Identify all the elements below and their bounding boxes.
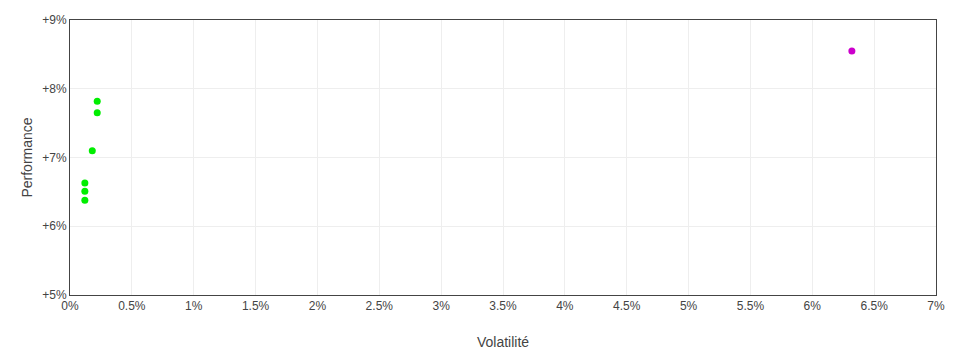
svg-text:Performance: Performance	[19, 117, 35, 197]
svg-text:4%: 4%	[556, 299, 574, 313]
svg-text:0.5%: 0.5%	[118, 299, 146, 313]
svg-text:+5%: +5%	[42, 288, 67, 302]
svg-text:Volatilité: Volatilité	[477, 334, 529, 350]
svg-text:0%: 0%	[61, 299, 79, 313]
svg-text:6.5%: 6.5%	[860, 299, 888, 313]
svg-text:1%: 1%	[185, 299, 203, 313]
svg-text:3%: 3%	[432, 299, 450, 313]
svg-text:3.5%: 3.5%	[489, 299, 517, 313]
svg-text:+6%: +6%	[42, 219, 67, 233]
svg-text:6%: 6%	[804, 299, 822, 313]
svg-text:1.5%: 1.5%	[242, 299, 270, 313]
svg-text:+9%: +9%	[42, 13, 67, 27]
svg-text:4.5%: 4.5%	[613, 299, 641, 313]
svg-text:+8%: +8%	[42, 82, 67, 96]
svg-text:+7%: +7%	[42, 151, 67, 165]
svg-text:2%: 2%	[309, 299, 327, 313]
svg-text:5%: 5%	[680, 299, 698, 313]
svg-text:7%: 7%	[927, 299, 945, 313]
svg-text:5.5%: 5.5%	[737, 299, 765, 313]
svg-text:2.5%: 2.5%	[366, 299, 394, 313]
